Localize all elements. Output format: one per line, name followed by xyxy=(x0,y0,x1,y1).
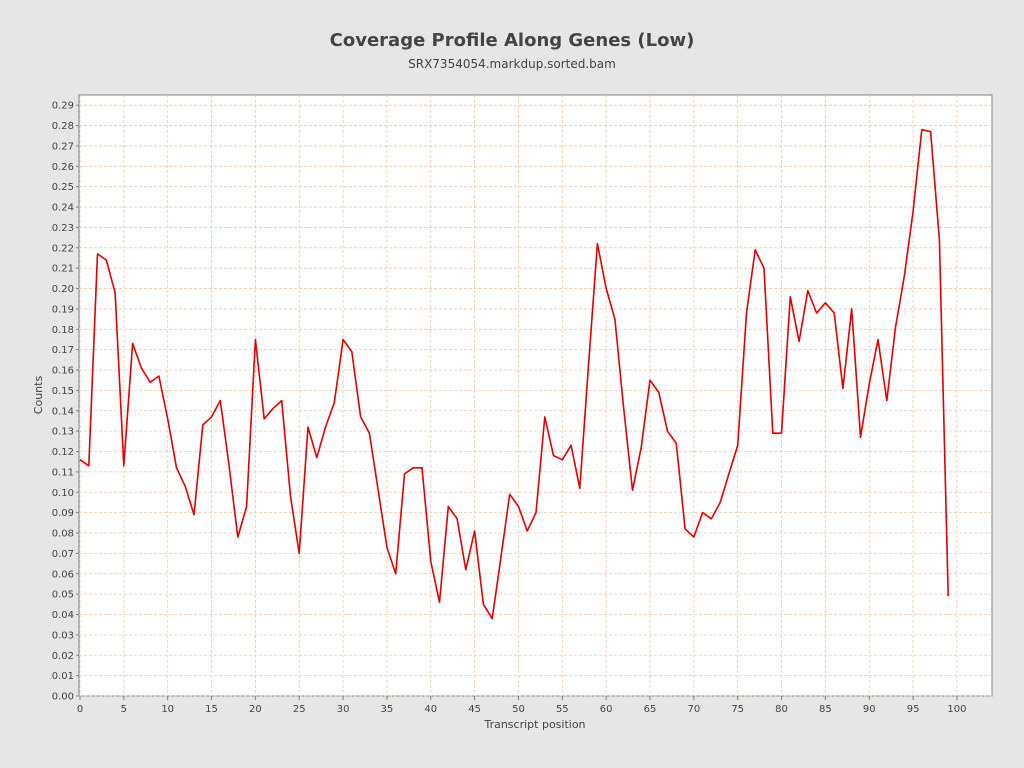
chart-title: Coverage Profile Along Genes (Low) xyxy=(329,30,695,51)
y-tick-label: 0.29 xyxy=(52,101,74,112)
y-tick-label: 0.08 xyxy=(52,529,74,540)
plot-area xyxy=(78,94,993,697)
y-tick-label: 0.04 xyxy=(52,610,74,621)
x-tick-label: 55 xyxy=(556,704,569,715)
y-tick-label: 0.26 xyxy=(52,162,74,173)
y-tick-label: 0.11 xyxy=(52,467,74,478)
x-axis-label: Transcript position xyxy=(483,718,585,731)
y-tick-label: 0.17 xyxy=(52,345,74,356)
x-tick-label: 45 xyxy=(468,704,481,715)
y-tick-label: 0.24 xyxy=(52,203,74,214)
y-tick-label: 0.02 xyxy=(52,651,74,662)
y-tick-label: 0.22 xyxy=(52,243,74,254)
x-tick-label: 80 xyxy=(775,704,788,715)
chart-subtitle: SRX7354054.markdup.sorted.bam xyxy=(408,57,616,71)
axes: 0.00 0.01 0.02 0.03 0.04 0.05 0.06 0.07 0.08 0.09… xyxy=(52,101,967,715)
y-tick-label: 0.18 xyxy=(52,325,74,336)
x-tick-label: 0 xyxy=(77,704,83,715)
x-tick-label: 40 xyxy=(424,704,437,715)
y-tick-label: 0.14 xyxy=(52,406,74,417)
x-tick-label: 5 xyxy=(121,704,127,715)
x-tick-label: 30 xyxy=(337,704,350,715)
series-lines xyxy=(79,128,949,620)
y-tick-label: 0.25 xyxy=(52,182,74,193)
x-tick-label: 50 xyxy=(512,704,525,715)
x-tick-label: 25 xyxy=(293,704,306,715)
x-tick-label: 75 xyxy=(731,704,744,715)
y-tick-label: 0.28 xyxy=(52,121,74,132)
x-tick-label: 20 xyxy=(249,704,262,715)
x-tick-label: 85 xyxy=(819,704,832,715)
x-tick-label: 65 xyxy=(644,704,657,715)
y-tick-label: 0.07 xyxy=(52,549,74,560)
y-tick-label: 0.15 xyxy=(52,386,74,397)
y-tick-label: 0.06 xyxy=(52,569,74,580)
y-tick-label: 0.20 xyxy=(52,284,74,295)
y-tick-label: 0.00 xyxy=(52,692,74,703)
series-line xyxy=(79,128,949,620)
x-tick-label: 15 xyxy=(205,704,218,715)
y-tick-label: 0.19 xyxy=(52,304,74,315)
x-tick-label: 70 xyxy=(687,704,700,715)
y-tick-label: 0.13 xyxy=(52,427,74,438)
y-tick-label: 0.03 xyxy=(52,630,74,641)
y-tick-label: 0.09 xyxy=(52,508,74,519)
y-tick-label: 0.05 xyxy=(52,590,74,601)
y-tick-label: 0.16 xyxy=(52,366,74,377)
gridlines xyxy=(79,95,992,697)
x-tick-label: 60 xyxy=(600,704,613,715)
y-tick-label: 0.23 xyxy=(52,223,74,234)
x-tick-label: 95 xyxy=(907,704,920,715)
y-tick-label: 0.27 xyxy=(52,141,74,152)
y-axis-label: Counts xyxy=(32,376,45,415)
x-tick-label: 90 xyxy=(863,704,876,715)
y-tick-label: 0.01 xyxy=(52,671,74,682)
y-tick-label: 0.10 xyxy=(52,488,74,499)
x-tick-label: 10 xyxy=(161,704,174,715)
x-tick-label: 100 xyxy=(947,704,966,715)
y-tick-label: 0.21 xyxy=(52,264,74,275)
x-tick-label: 35 xyxy=(381,704,394,715)
y-tick-label: 0.12 xyxy=(52,447,74,458)
